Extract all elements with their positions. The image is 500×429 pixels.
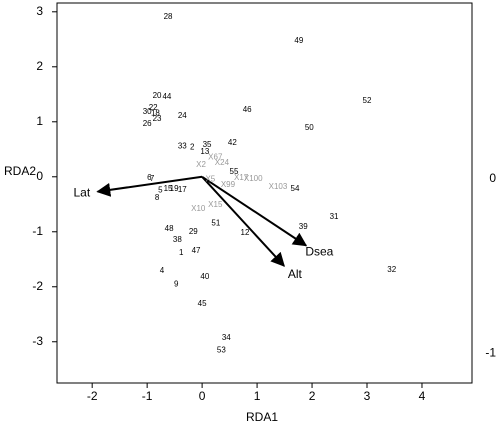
y-tick-label: -2	[32, 279, 43, 293]
site-label: 54	[291, 184, 300, 193]
site-label: 33	[178, 142, 187, 151]
x-tick-label: -2	[87, 389, 98, 403]
site-label: 2	[190, 143, 195, 152]
species-label: X5	[205, 175, 215, 184]
x-tick-label: 1	[254, 389, 261, 403]
site-label: 51	[211, 219, 220, 228]
plot-layer: -2 -1 0 1 2 3 4-3-2-10123-10LatDseaAltX67X24X2…	[32, 4, 496, 403]
species-label: X17	[234, 173, 249, 182]
site-label: 4	[160, 266, 165, 275]
species-label: X2	[196, 160, 206, 169]
species-label: X99	[221, 180, 236, 189]
y-axis-title: RDA2	[4, 164, 36, 178]
site-label: 38	[173, 235, 182, 244]
site-label: 13	[200, 147, 209, 156]
species-label: X100	[244, 174, 263, 183]
species-label: X24	[215, 158, 230, 167]
y-tick-label: 1	[36, 114, 43, 128]
x-tick-label: -1	[142, 389, 153, 403]
site-label: 50	[305, 123, 314, 132]
site-label: 42	[228, 138, 237, 147]
site-label: 30	[143, 107, 152, 116]
site-label: 7	[150, 174, 155, 183]
site-label: 6	[147, 173, 152, 182]
site-label: 17	[178, 185, 187, 194]
biplot-arrow	[201, 176, 285, 267]
arrow-label: Dsea	[305, 244, 333, 258]
x-tick-label: 4	[419, 389, 426, 403]
site-label: 55	[230, 167, 239, 176]
biplot-arrow	[96, 175, 203, 197]
site-label: 31	[330, 212, 339, 221]
site-label: 20	[153, 91, 162, 100]
site-label: 8	[155, 193, 160, 202]
site-label: 22	[149, 103, 158, 112]
y-tick-label: -3	[32, 334, 43, 348]
site-label: 44	[162, 92, 171, 101]
site-label: 23	[153, 114, 162, 123]
species-label: X15	[208, 200, 223, 209]
site-label: 15	[164, 184, 173, 193]
site-label: 48	[165, 224, 174, 233]
y2-tick-label: 0	[489, 171, 496, 185]
site-label: 49	[294, 36, 303, 45]
site-label: 32	[387, 265, 396, 274]
site-label: 45	[198, 299, 207, 308]
x-tick-label: 0	[199, 389, 206, 403]
site-label: 47	[192, 246, 201, 255]
y-tick-label: 0	[36, 169, 43, 183]
site-label: 26	[143, 119, 152, 128]
species-label: X67	[208, 153, 223, 162]
plot-frame	[56, 2, 473, 384]
arrow-label: Lat	[73, 185, 90, 199]
site-label: 9	[174, 280, 179, 289]
x-axis-title: RDA1	[246, 410, 278, 424]
y-tick-label: -1	[32, 224, 43, 238]
site-label: 53	[217, 346, 226, 355]
site-label: 34	[222, 333, 231, 342]
site-label: 5	[158, 186, 163, 195]
site-label: 39	[299, 222, 308, 231]
biplot-arrow	[201, 175, 308, 247]
species-label: X103	[269, 182, 288, 191]
x-tick-label: 2	[309, 389, 316, 403]
y-tick-label: 2	[36, 59, 43, 73]
site-label: 29	[189, 227, 198, 236]
site-label: 24	[178, 111, 187, 120]
site-label: 52	[363, 96, 372, 105]
site-label: 35	[203, 140, 212, 149]
arrow-label: Alt	[288, 267, 303, 281]
y-tick-label: 3	[36, 4, 43, 18]
site-label: 19	[170, 184, 179, 193]
species-label: X10	[191, 204, 206, 213]
site-label: 40	[200, 272, 209, 281]
site-label: 1	[179, 248, 184, 257]
site-label: 12	[241, 228, 250, 237]
site-label: 46	[243, 105, 252, 114]
site-label: 28	[164, 12, 173, 21]
y2-tick-label: -1	[485, 346, 496, 360]
site-label: 18	[151, 109, 160, 118]
x-tick-label: 3	[364, 389, 371, 403]
